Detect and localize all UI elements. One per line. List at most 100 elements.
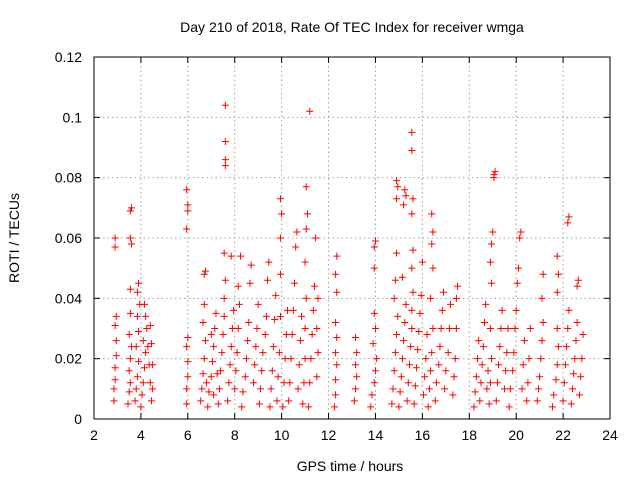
data-point (408, 325, 416, 332)
data-point (418, 258, 426, 266)
data-point (234, 282, 242, 290)
data-point (350, 397, 358, 405)
axis-ticks (93, 56, 611, 420)
data-point (135, 328, 143, 336)
data-point (299, 400, 307, 408)
data-point (252, 343, 260, 351)
data-point (293, 228, 301, 236)
data-point (112, 352, 120, 360)
data-point (221, 156, 229, 164)
data-point (199, 318, 207, 326)
data-point (302, 183, 310, 191)
data-point (219, 331, 227, 339)
data-point (475, 337, 483, 345)
data-point (563, 343, 571, 351)
x-tick-label: 16 (415, 427, 431, 443)
data-point (220, 294, 228, 302)
data-point (139, 337, 147, 345)
data-point (147, 397, 155, 405)
data-point (565, 213, 573, 221)
data-point (226, 361, 234, 369)
data-point (111, 234, 119, 242)
data-point (370, 243, 378, 251)
data-point (333, 252, 341, 260)
data-point (306, 107, 314, 115)
y-tick-label: 0.06 (55, 230, 82, 246)
data-point (444, 349, 452, 357)
data-point (212, 309, 220, 317)
data-point (111, 376, 119, 384)
data-point (478, 361, 486, 369)
data-point (554, 343, 562, 351)
x-tick-label: 6 (184, 427, 192, 443)
data-point (352, 334, 360, 342)
data-point (227, 343, 235, 351)
data-point (486, 325, 494, 332)
data-point (200, 355, 208, 363)
data-point (211, 325, 219, 332)
data-point (485, 400, 493, 408)
data-point (310, 282, 318, 290)
data-point (391, 349, 399, 357)
data-point (398, 355, 406, 363)
data-point (398, 273, 406, 281)
data-point (135, 358, 143, 366)
data-point (234, 325, 242, 332)
data-point (197, 397, 205, 405)
data-point (391, 276, 399, 284)
data-point (183, 385, 191, 393)
data-point (282, 331, 290, 339)
y-tick-label: 0.12 (55, 49, 82, 65)
data-point (577, 373, 585, 381)
data-point (224, 397, 232, 405)
data-point (200, 270, 208, 278)
data-point (143, 325, 151, 332)
data-point (482, 300, 490, 308)
data-point (373, 355, 381, 363)
data-point (525, 355, 533, 363)
data-point (128, 240, 136, 248)
data-point (553, 288, 561, 296)
data-point (574, 276, 582, 284)
data-point (218, 349, 226, 357)
data-point (301, 258, 309, 266)
data-point (400, 337, 408, 345)
data-point (110, 385, 118, 393)
data-point (428, 210, 436, 218)
data-point (496, 343, 504, 351)
data-point (429, 264, 437, 272)
data-point (221, 101, 229, 109)
data-point (488, 355, 496, 363)
data-point (550, 391, 558, 399)
data-point (333, 361, 341, 369)
data-point (147, 340, 155, 348)
x-tick-label: 20 (508, 427, 524, 443)
data-point (479, 343, 487, 351)
data-point (294, 385, 302, 393)
data-point (524, 379, 532, 387)
data-point (553, 361, 561, 369)
data-point (492, 397, 500, 405)
data-point (276, 270, 284, 278)
data-point (471, 388, 479, 396)
data-point (369, 340, 377, 348)
data-point (504, 325, 512, 332)
data-point (422, 355, 430, 363)
data-point (131, 397, 139, 405)
data-point (503, 349, 511, 357)
data-point (415, 328, 423, 336)
data-point (183, 400, 191, 408)
data-point (371, 237, 379, 245)
data-point (302, 294, 310, 302)
data-point (421, 373, 429, 381)
x-tick-label: 8 (231, 427, 239, 443)
data-point (132, 343, 140, 351)
data-point (273, 397, 281, 405)
data-point (184, 201, 192, 209)
data-point (564, 325, 572, 332)
x-axis-label: GPS time / hours (297, 458, 404, 474)
data-point (495, 361, 503, 369)
data-point (570, 370, 578, 378)
data-point (436, 343, 444, 351)
